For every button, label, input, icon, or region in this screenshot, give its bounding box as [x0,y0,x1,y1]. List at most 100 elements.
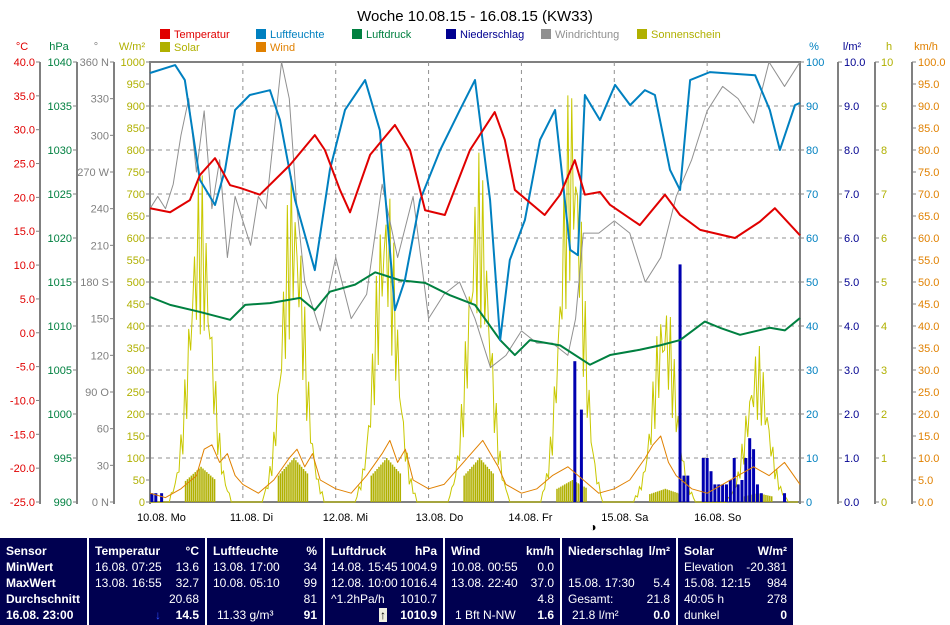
rain-sum: 21.8 l/m² [572,608,619,622]
min-value: 1004.9 [400,560,437,574]
sunshine-bar [571,480,574,502]
axis-tick-label: 10.0 [918,453,939,465]
axis-tick-label: 1.0 [844,453,859,465]
axis-tick-label: 150 [127,431,145,443]
axis-tick-label: 15.0 [14,226,35,238]
axis-tick-label: 1005 [48,365,72,377]
rain-bar [705,458,709,502]
col-solar: Solar W/m² Elevation -20.381 15.08. 12:15 9… [676,538,795,625]
axis-tick-label: 330 [91,94,109,106]
sunshine-bar [651,493,653,502]
axis-tick-label: 1040 [48,57,72,69]
sunshine-bar [393,466,396,502]
axis-tick-label: 0.0 [918,497,933,509]
axis-tick-label: 35.0 [14,91,35,103]
axis-tick-label: 0 [806,497,812,509]
sunshine-bar [211,477,214,502]
sunshine-bar [384,460,386,502]
rain-bar [783,493,787,502]
sunshine-bar [565,483,568,502]
header: Wind [451,544,481,558]
axis-tick-label: 4 [881,321,887,333]
rain-bar [154,493,158,502]
sunshine-bar [213,479,216,502]
sunshine-bar [475,462,477,502]
header: Solar [684,544,715,558]
sunshine-bar [488,469,491,502]
sunshine-bar [289,462,291,502]
sunshine-bar [556,488,558,502]
legend-swatch [541,29,551,39]
axis-tick-label: 20.0 [918,409,939,421]
axis-tick-label: 995 [54,453,72,465]
axis-tick-label: 9.0 [844,101,859,113]
legend-label: Sonnenschein [651,29,721,41]
avg-value: 4.8 [537,592,554,606]
axis-tick-label: 900 [127,101,145,113]
rain-bar [678,264,682,502]
axis-tick-label: 0 [139,497,145,509]
axis-tick-label: 2.0 [844,409,859,421]
axis-tick-label: 85.0 [918,123,939,135]
axis-tick-label: 7.0 [844,189,859,201]
total-label: Gesamt: [568,592,614,606]
elevation-value: -20.381 [746,560,787,574]
sunshine-bar [562,485,564,502]
sunshine-bar [196,470,198,502]
axis-tick-label: 0.0 [20,328,35,340]
unit: l/m² [648,544,670,558]
axis-tick-label: 800 [127,145,145,157]
axis-tick-label: 0 N [92,497,109,509]
solar-state: dunkel [684,608,720,622]
sunshine-bar [563,484,566,502]
legend-label: Wind [270,42,295,54]
avg-value: 81 [303,592,317,606]
axis-tick-label: 850 [127,123,145,135]
col-sensor: Sensor MinWert MaxWert Durchschnitt 16.0… [0,538,87,625]
sunshine-bar [295,460,297,502]
axis-tick-label: 5.0 [20,294,35,306]
rain-bar [721,484,725,502]
axis-tick-label: 65.0 [918,211,939,223]
min-value: 34 [303,560,317,574]
day-label: 10.08. Mo [137,512,186,524]
sunshine-bar [291,460,293,502]
max-time: 12.08. 10:00 [331,576,398,590]
axis-tick-label: 360 N [80,57,109,69]
axis-tick-label: 600 [127,233,145,245]
max-time: 15.08. 17:30 [568,576,635,590]
max-value: 5.4 [653,576,670,590]
min-time: 13.08. 17:00 [213,560,280,574]
sunshine-bar [652,492,655,502]
sunshine-bar [585,487,587,502]
axis-tick-label: 270 W [77,167,109,179]
sunshine-bar [374,471,376,502]
axis-tick-label: 4.0 [844,321,859,333]
sunshine-bar [471,466,473,502]
min-time: 14.08. 15:45 [331,560,398,574]
axis-tick-label: 25.0 [918,387,939,399]
sunshine-bar [304,471,307,502]
axis-tick-label: -25.0 [10,497,35,509]
sunshine-bar [202,468,204,502]
axis-tick-label: 90 O [85,387,109,399]
axis-tick-label: 8 [881,145,887,157]
axis-tick-label: 1000 [121,57,145,69]
day-label: 11.08. Di [230,512,273,524]
current-value: 1010.9 [400,608,437,622]
sunshine-bar [188,477,191,502]
axis-tick-label: 55.0 [918,255,939,267]
axis-tick-label: 100 [806,57,824,69]
sunshine-bar [386,458,388,502]
sunshine-bar [674,492,676,502]
sunshine-bar [465,473,467,502]
sunshine-bar [206,472,208,502]
rain-bar [728,480,732,502]
legend-label: Niederschlag [460,29,524,41]
axis-tick-label: 75.0 [918,167,939,179]
sunshine-bar [287,464,289,502]
axis-tick-label: 15.0 [918,431,939,443]
sunshine-bar [486,466,489,502]
sunshine-bar [285,466,287,502]
sunshine-bar [184,480,187,502]
